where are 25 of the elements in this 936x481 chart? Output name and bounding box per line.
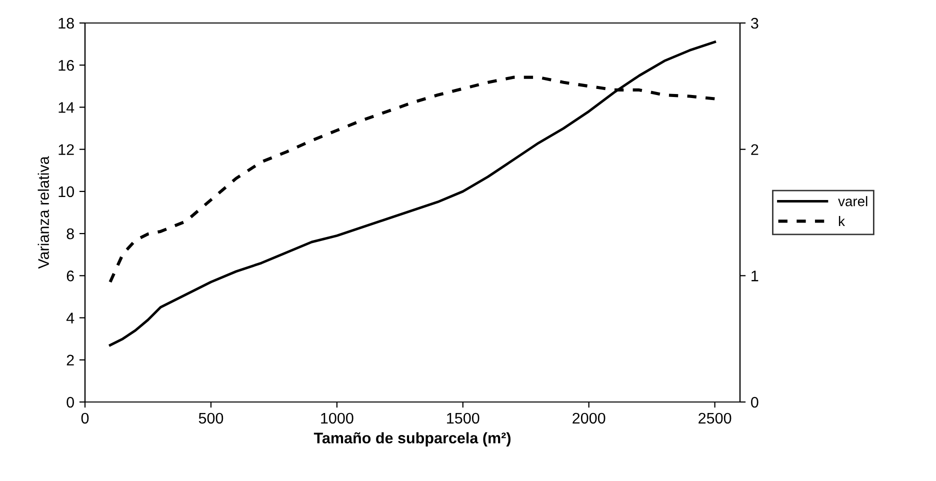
legend-label: k: [838, 216, 845, 226]
y-tick-label: 10: [58, 186, 74, 198]
legend-label: varel: [838, 196, 868, 206]
x-tick-label: 1500: [447, 412, 480, 424]
x-tick-label: 2500: [698, 412, 732, 424]
x-tick-label: 2000: [572, 412, 606, 424]
y-tick-label: 14: [58, 102, 74, 113]
y2-tick-label: 3: [751, 18, 758, 29]
x-tick-label: 0: [81, 412, 89, 424]
y-tick-label: 16: [58, 60, 74, 71]
y-axis-title: Varianza relativa: [38, 156, 50, 269]
line-series: [108, 40, 716, 346]
y-tick-label: 18: [58, 18, 74, 29]
y-tick-label: 0: [66, 396, 74, 408]
x-tick-label: 1000: [321, 412, 354, 424]
y2-tick-label: 0: [751, 396, 758, 408]
y-tick-label: 2: [66, 354, 74, 366]
y-tick-label: 6: [66, 270, 74, 282]
x-tick-label: 500: [198, 412, 224, 424]
y2-tick-label: 2: [751, 144, 758, 155]
y-tick-label: 4: [66, 312, 74, 324]
y-tick-label: 8: [66, 228, 74, 240]
y2-tick-label: 1: [752, 270, 758, 282]
y-tick-label: 12: [58, 144, 74, 155]
x-axis-title: Tamaño de subparcela (m²): [314, 432, 511, 446]
